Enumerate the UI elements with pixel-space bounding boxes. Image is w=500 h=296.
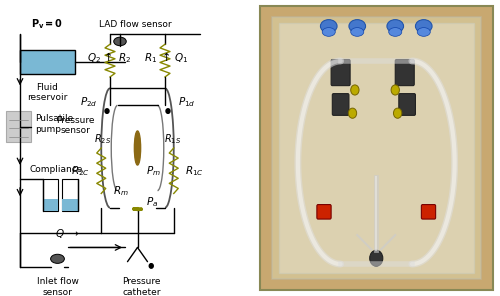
Ellipse shape <box>387 20 404 33</box>
Text: $P_{2d}$: $P_{2d}$ <box>80 96 98 110</box>
Text: $Q$  →: $Q$ → <box>55 227 80 240</box>
Ellipse shape <box>349 20 366 33</box>
Text: Compliance: Compliance <box>30 165 83 173</box>
Text: $R_m$: $R_m$ <box>113 184 129 197</box>
Ellipse shape <box>394 108 402 118</box>
Text: $\mathbf{P_v = 0}$: $\mathbf{P_v = 0}$ <box>32 17 64 31</box>
FancyBboxPatch shape <box>332 94 349 115</box>
Text: ↑: ↑ <box>104 54 114 63</box>
Text: Pressure
sensor: Pressure sensor <box>56 115 94 135</box>
FancyBboxPatch shape <box>317 205 331 219</box>
Text: $Q_2$: $Q_2$ <box>87 52 101 65</box>
Text: Pressure
catheter: Pressure catheter <box>122 277 160 296</box>
Ellipse shape <box>370 250 383 266</box>
Ellipse shape <box>350 85 359 95</box>
Ellipse shape <box>416 20 432 33</box>
Text: $P_m$: $P_m$ <box>146 164 161 178</box>
Text: $P_{1d}$: $P_{1d}$ <box>178 96 195 110</box>
Circle shape <box>105 109 109 113</box>
Text: Fluid
reservoir: Fluid reservoir <box>28 83 68 102</box>
Text: LAD flow sensor: LAD flow sensor <box>98 20 172 29</box>
Ellipse shape <box>388 28 402 36</box>
Ellipse shape <box>50 254 64 263</box>
Text: $Q_1$: $Q_1$ <box>174 52 188 65</box>
Ellipse shape <box>348 108 356 118</box>
Ellipse shape <box>320 20 337 33</box>
Text: Inlet flow
sensor: Inlet flow sensor <box>36 277 78 296</box>
Bar <box>42 199 58 210</box>
FancyBboxPatch shape <box>331 59 350 86</box>
Text: $R_{2S}$: $R_{2S}$ <box>94 133 111 147</box>
Text: $R_{2C}$: $R_{2C}$ <box>71 164 90 178</box>
Text: Pulsatile
pump: Pulsatile pump <box>35 114 73 133</box>
Text: $R_2$: $R_2$ <box>118 52 130 65</box>
Ellipse shape <box>391 85 400 95</box>
Ellipse shape <box>134 131 140 165</box>
Bar <box>62 199 78 210</box>
Circle shape <box>149 264 153 268</box>
Text: ↑: ↑ <box>162 54 171 63</box>
Bar <box>6 111 31 142</box>
Ellipse shape <box>322 28 336 36</box>
Circle shape <box>166 109 170 113</box>
Text: $R_{1C}$: $R_{1C}$ <box>185 164 204 178</box>
FancyBboxPatch shape <box>399 94 415 115</box>
Ellipse shape <box>114 37 126 46</box>
Bar <box>279 23 473 273</box>
Text: $P_a$: $P_a$ <box>146 195 158 209</box>
Ellipse shape <box>350 28 364 36</box>
Bar <box>20 50 75 74</box>
Bar <box>42 179 58 210</box>
Text: $R_{1S}$: $R_{1S}$ <box>164 133 181 147</box>
Bar <box>272 17 481 279</box>
Ellipse shape <box>417 28 430 36</box>
Bar <box>62 179 78 210</box>
FancyBboxPatch shape <box>395 59 414 86</box>
Text: $R_1$: $R_1$ <box>144 52 158 65</box>
FancyBboxPatch shape <box>422 205 436 219</box>
